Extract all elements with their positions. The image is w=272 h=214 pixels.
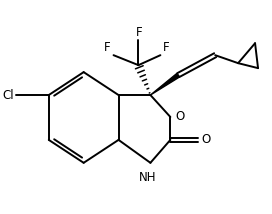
Text: Cl: Cl bbox=[2, 89, 14, 101]
Text: NH: NH bbox=[139, 171, 156, 184]
Text: O: O bbox=[201, 133, 211, 146]
Text: F: F bbox=[104, 41, 110, 54]
Text: O: O bbox=[175, 110, 185, 123]
Text: F: F bbox=[163, 41, 170, 54]
Text: F: F bbox=[136, 26, 143, 39]
Polygon shape bbox=[150, 73, 180, 95]
